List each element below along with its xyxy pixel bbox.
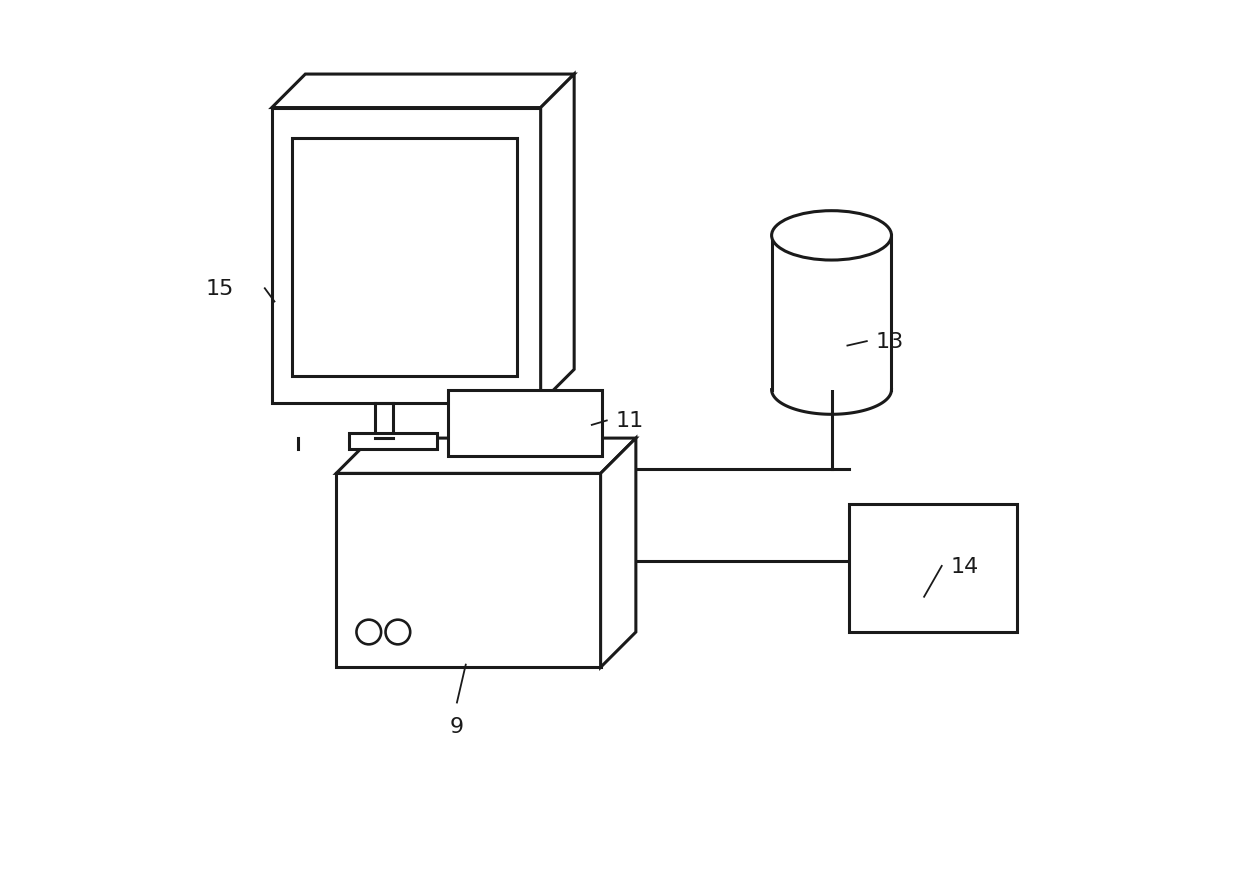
Polygon shape	[336, 439, 636, 474]
Polygon shape	[336, 474, 600, 667]
Polygon shape	[600, 439, 636, 667]
Polygon shape	[293, 139, 517, 377]
Text: 9: 9	[450, 716, 464, 736]
Circle shape	[356, 620, 381, 645]
Polygon shape	[849, 505, 1017, 633]
Polygon shape	[771, 236, 892, 390]
Ellipse shape	[771, 212, 892, 260]
Polygon shape	[348, 433, 436, 449]
Text: 11: 11	[615, 411, 644, 431]
Text: 13: 13	[875, 331, 904, 352]
Polygon shape	[272, 75, 574, 108]
Text: 15: 15	[206, 279, 234, 299]
Text: 14: 14	[951, 556, 978, 576]
Polygon shape	[541, 75, 574, 403]
Circle shape	[386, 620, 410, 645]
Polygon shape	[448, 390, 603, 456]
Polygon shape	[272, 108, 541, 403]
